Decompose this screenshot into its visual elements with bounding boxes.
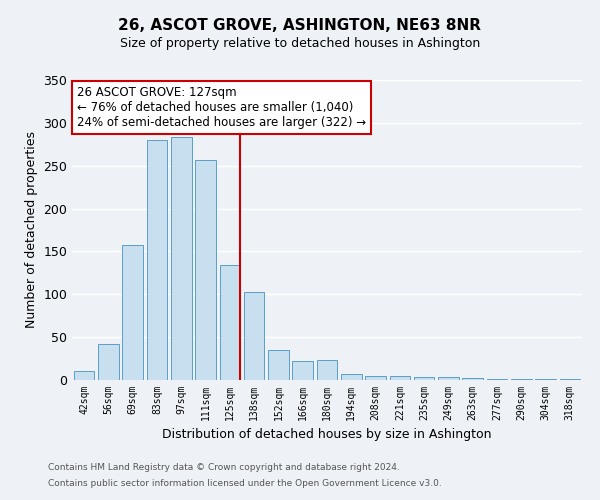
Text: 26 ASCOT GROVE: 127sqm
← 76% of detached houses are smaller (1,040)
24% of semi-: 26 ASCOT GROVE: 127sqm ← 76% of detached… bbox=[77, 86, 366, 129]
Bar bbox=[511, 379, 532, 380]
Text: 26, ASCOT GROVE, ASHINGTON, NE63 8NR: 26, ASCOT GROVE, ASHINGTON, NE63 8NR bbox=[119, 18, 482, 32]
Bar bbox=[341, 374, 362, 380]
Bar bbox=[171, 138, 191, 380]
Bar bbox=[317, 360, 337, 380]
Bar bbox=[268, 350, 289, 380]
Bar bbox=[463, 378, 483, 380]
Bar bbox=[535, 379, 556, 380]
Bar bbox=[389, 376, 410, 380]
Bar bbox=[74, 372, 94, 380]
Bar bbox=[438, 376, 459, 380]
Bar bbox=[122, 246, 143, 380]
Bar bbox=[98, 344, 119, 380]
Text: Contains HM Land Registry data © Crown copyright and database right 2024.: Contains HM Land Registry data © Crown c… bbox=[48, 464, 400, 472]
Bar bbox=[292, 361, 313, 380]
Bar bbox=[195, 160, 216, 380]
Bar bbox=[365, 376, 386, 380]
Bar bbox=[220, 265, 240, 380]
Bar bbox=[487, 379, 508, 380]
Bar bbox=[244, 292, 265, 380]
Text: Size of property relative to detached houses in Ashington: Size of property relative to detached ho… bbox=[120, 38, 480, 51]
Y-axis label: Number of detached properties: Number of detached properties bbox=[25, 132, 38, 328]
Bar bbox=[414, 378, 434, 380]
Text: Contains public sector information licensed under the Open Government Licence v3: Contains public sector information licen… bbox=[48, 478, 442, 488]
Bar bbox=[146, 140, 167, 380]
X-axis label: Distribution of detached houses by size in Ashington: Distribution of detached houses by size … bbox=[162, 428, 492, 442]
Bar bbox=[560, 379, 580, 380]
